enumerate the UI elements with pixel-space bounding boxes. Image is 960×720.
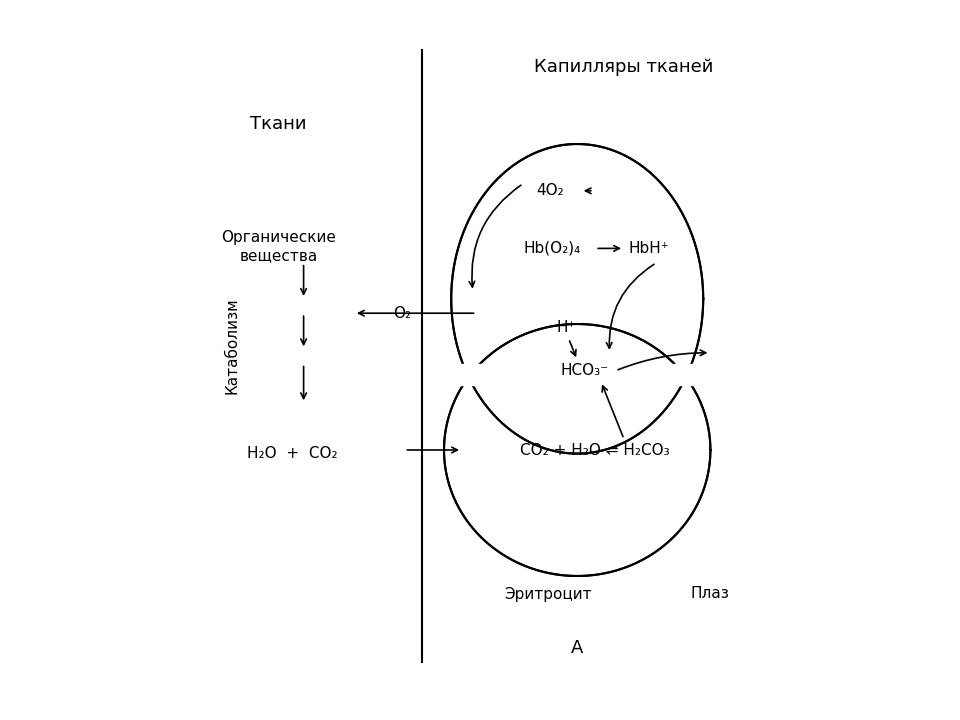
Text: А: А bbox=[571, 639, 584, 657]
Text: Капилляры тканей: Капилляры тканей bbox=[535, 58, 713, 76]
Text: Эритроцит: Эритроцит bbox=[505, 587, 592, 601]
Text: Плаз: Плаз bbox=[691, 587, 730, 601]
Text: Н⁺: Н⁺ bbox=[557, 320, 576, 335]
Text: Органические
вещества: Органические вещества bbox=[221, 230, 336, 263]
Text: 4О₂: 4О₂ bbox=[537, 184, 564, 198]
Text: СО₂ + Н₂О ⇌ Н₂СО₃: СО₂ + Н₂О ⇌ Н₂СО₃ bbox=[520, 443, 670, 457]
Ellipse shape bbox=[451, 144, 703, 454]
Text: НbН⁺: НbН⁺ bbox=[629, 241, 669, 256]
Text: О₂: О₂ bbox=[394, 306, 412, 320]
Text: Ткани: Ткани bbox=[251, 115, 306, 133]
Text: Hb(О₂)₄: Hb(О₂)₄ bbox=[523, 241, 581, 256]
Text: НСО₃⁻: НСО₃⁻ bbox=[561, 364, 609, 378]
Ellipse shape bbox=[444, 324, 710, 576]
Text: Катаболизм: Катаболизм bbox=[224, 297, 239, 394]
Text: Н₂О  +  СО₂: Н₂О + СО₂ bbox=[248, 446, 338, 461]
